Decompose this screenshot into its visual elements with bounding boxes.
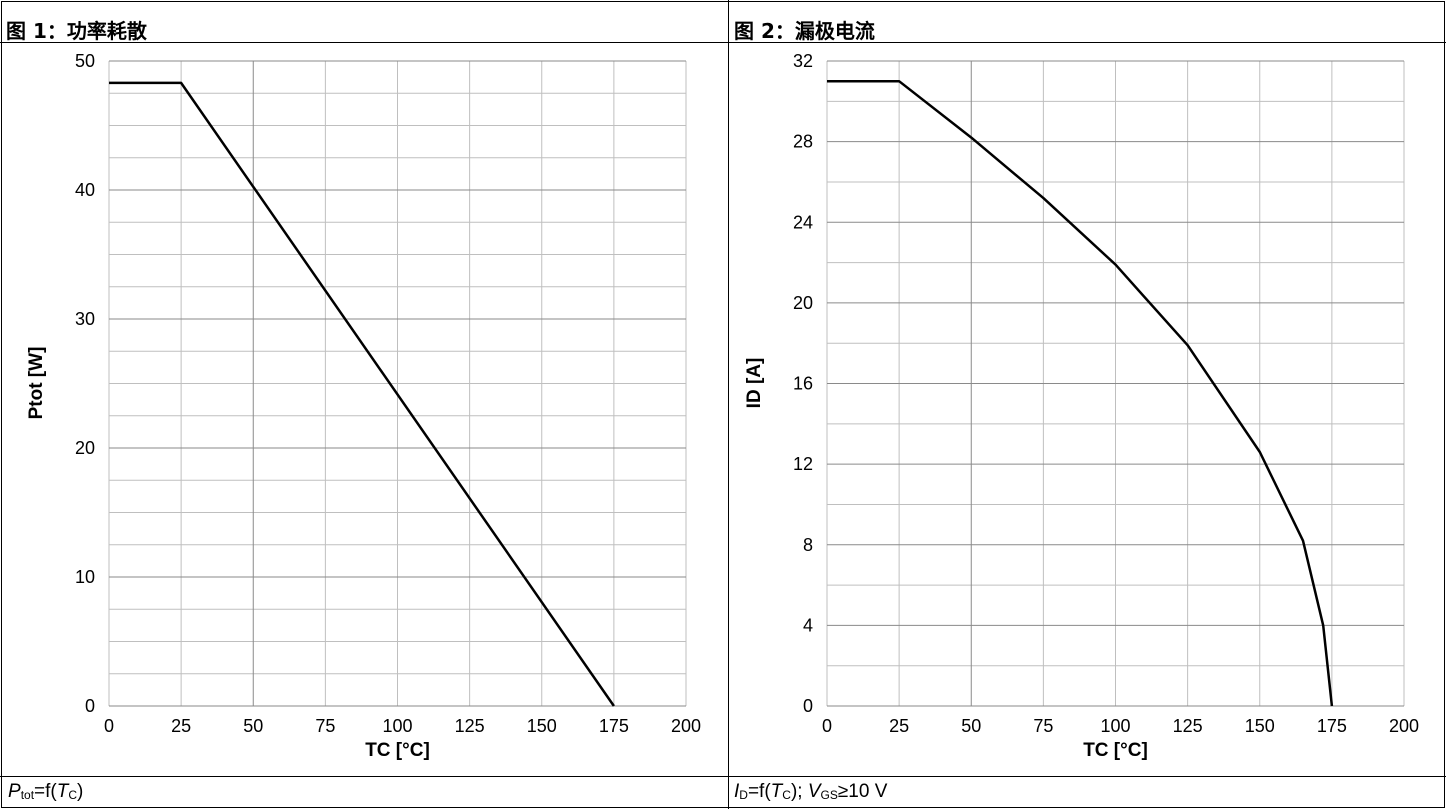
y-tick-label: 32 [793,51,813,71]
x-tick-label: 175 [1317,716,1347,736]
chart-2: 0 25 50 75 100 125 150 175 200 0 4 8 12 16 20 24 28 32 TC … [744,51,1419,761]
x-tick-label: 50 [961,716,981,736]
chart-1: 0 25 50 75 100 125 150 175 200 0 10 20 30 40 50 TC [°C]… [26,51,701,761]
panel-1-caption: Ptot=f(TC) [8,780,83,805]
caption-part: P [8,781,21,802]
caption-part: ≥10 V [837,781,888,802]
y-axis-label: ID [A] [744,358,765,409]
y-tick-label: 8 [803,535,813,555]
y-tick-label: 0 [803,696,813,716]
x-tick-label: 75 [315,716,335,736]
x-tick-label: 50 [243,716,263,736]
caption-part: =f( [747,781,771,802]
caption-part: D [739,788,748,802]
y-tick-label: 28 [793,132,813,152]
x-tick-label: 25 [889,716,909,736]
x-tick-label: 150 [527,716,557,736]
y-tick-label: 50 [75,51,95,71]
x-tick-label: 175 [599,716,629,736]
x-tick-label: 100 [382,716,412,736]
series-line-1 [109,81,615,707]
caption-part: =f( [34,781,57,802]
x-tick-label: 0 [104,716,114,736]
y-tick-label: 20 [75,438,95,458]
x-tick-label: 200 [671,716,701,736]
caption-part: I [734,781,740,802]
x-tick-label: 125 [455,716,485,736]
panel-1-title: 图 1：功率耗散 [6,19,147,43]
x-tick-label: 125 [1173,716,1203,736]
y-tick-label: 0 [85,696,95,716]
y-tick-label: 30 [75,309,95,329]
panel-divider [728,0,729,809]
caption-row-divider [0,776,1446,777]
caption-part: V [807,781,821,802]
y-tick-label: 4 [803,615,813,635]
caption-part: T [56,781,69,802]
x-tick-label: 150 [1245,716,1275,736]
x-tick-label: 25 [171,716,191,736]
x-tick-label: 200 [1389,716,1419,736]
caption-part: C [68,788,78,802]
panel-2-title: 图 2：漏极电流 [734,19,875,43]
series-line-1 [827,79,1334,707]
y-axis-label: Ptot [W] [26,347,47,420]
x-tick-label: 0 [822,716,832,736]
caption-part: GS [820,788,838,802]
x-tick-label: 100 [1100,716,1130,736]
y-tick-label: 20 [793,293,813,313]
y-tick-label: 16 [793,374,813,394]
y-tick-label: 10 [75,567,95,587]
y-tick-label: 40 [75,180,95,200]
caption-part: tot [20,788,35,802]
x-tick-label: 75 [1033,716,1053,736]
caption-part: C [782,788,791,802]
y-tick-label: 12 [793,454,813,474]
panel-2-caption: ID=f(TC); VGS≥10 V [734,780,887,805]
caption-part: ) [77,781,84,802]
caption-part: T [770,781,783,802]
caption-part: ); [790,781,808,802]
y-tick-label: 24 [793,212,813,232]
title-row-divider [0,42,1446,43]
x-axis-label: TC [°C] [365,740,430,761]
x-axis-label: TC [°C] [1083,740,1148,761]
